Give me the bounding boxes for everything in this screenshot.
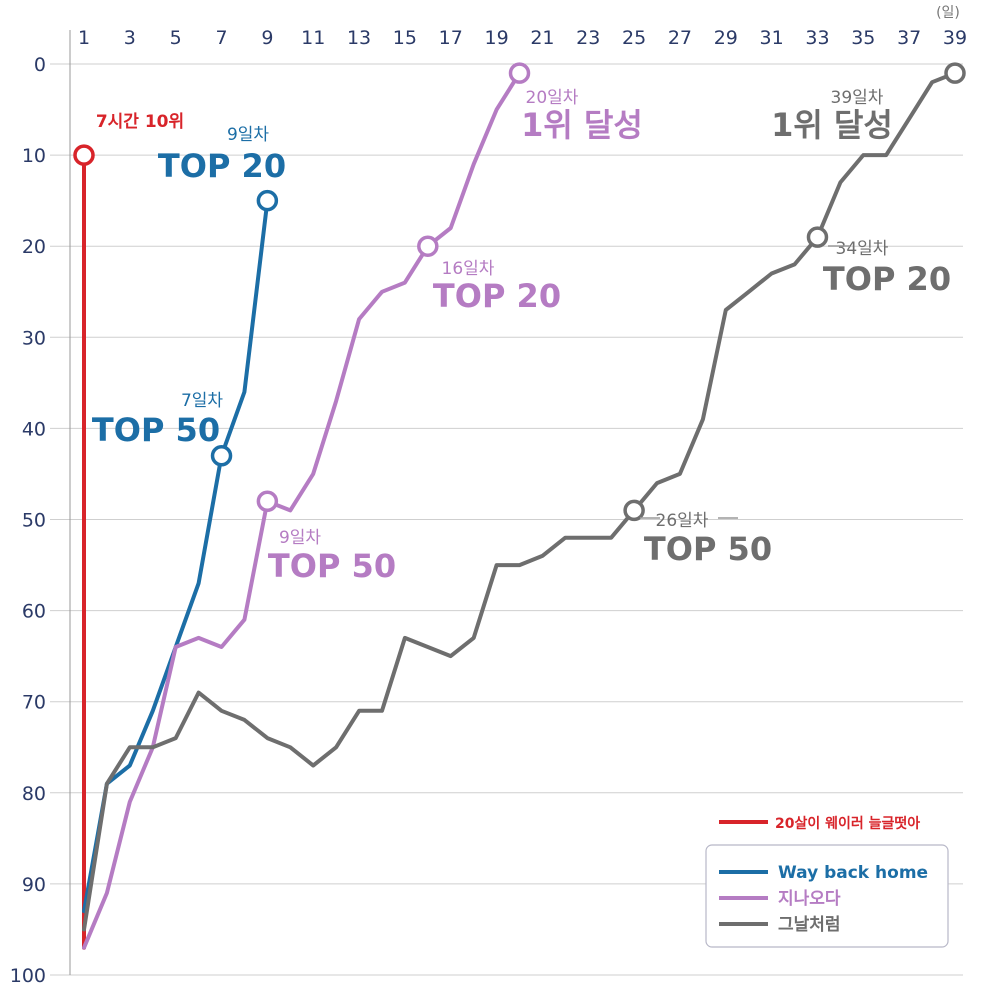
milestone-marker-4 — [417, 235, 439, 257]
annotation-day-top20-day: 34일차 — [836, 239, 889, 259]
annotation-pass-top20-day: 16일차 — [442, 259, 495, 279]
milestone-marker-7 — [806, 226, 829, 248]
x-tick-label-3: 3 — [124, 27, 136, 49]
milestone-marker-3 — [256, 490, 279, 513]
y-tick-label-40: 40 — [22, 418, 46, 440]
series-layer — [82, 71, 957, 950]
series-line-2 — [82, 71, 522, 950]
annotation-day-first-day: 39일차 — [831, 88, 884, 108]
x-tick-label-11: 11 — [301, 27, 325, 49]
x-tick-label-35: 35 — [851, 27, 875, 49]
x-tick-label-13: 13 — [347, 27, 371, 49]
x-tick-label-17: 17 — [439, 27, 463, 49]
annotation-pass-top50-label: TOP 50 — [268, 547, 396, 585]
milestone-marker-8 — [944, 62, 966, 84]
x-tick-label-19: 19 — [484, 27, 508, 49]
x-tick-label-37: 37 — [897, 27, 921, 49]
milestone-marker-2 — [256, 189, 279, 212]
x-tick-label-25: 25 — [622, 27, 646, 49]
series-line-3 — [82, 71, 957, 932]
x-tick-label-39: 39 — [943, 27, 967, 49]
x-tick-label-1: 1 — [78, 27, 90, 49]
y-tick-label-20: 20 — [22, 236, 46, 258]
y-tick-label-30: 30 — [22, 327, 46, 349]
y-tick-label-90: 90 — [22, 874, 46, 896]
y-tick-label-100: 100 — [10, 965, 46, 987]
x-tick-label-15: 15 — [393, 27, 417, 49]
annotation-day-top20-label: TOP 20 — [823, 260, 951, 298]
x-tick-label-27: 27 — [668, 27, 692, 49]
legend-label-top: 20살이 웨이러 늘글떳아 — [775, 815, 920, 832]
legend-label-1: Way back home — [778, 863, 928, 883]
legend-label-3: 그날처럼 — [778, 915, 841, 935]
annotation-wbh-top20-label: TOP 20 — [158, 147, 286, 185]
marker-layer — [73, 62, 966, 522]
y-tick-label-0: 0 — [34, 54, 46, 76]
y-tick-label-10: 10 — [22, 145, 46, 167]
x-tick-label-5: 5 — [170, 27, 182, 49]
annotation-pass-first-day: 20일차 — [526, 88, 579, 108]
y-tick-label-80: 80 — [22, 783, 46, 805]
x-tick-label-21: 21 — [530, 27, 554, 49]
x-tick-label-33: 33 — [805, 27, 829, 49]
annotation-wbh-top50-day: 7일차 — [181, 391, 223, 411]
milestone-marker-5 — [508, 62, 531, 84]
x-tick-label-31: 31 — [760, 27, 784, 49]
annotation-pass-top20-label: TOP 20 — [433, 277, 561, 315]
annotation-day-top50-label: TOP 50 — [644, 530, 772, 568]
annotation-wbh-top20-day: 9일차 — [227, 125, 269, 145]
y-tick-label-50: 50 — [22, 510, 46, 532]
annotation-wbh-top50-label: TOP 50 — [92, 411, 220, 449]
series-line-1 — [82, 198, 270, 914]
milestone-marker-6 — [623, 499, 645, 522]
x-unit-label: (일) — [936, 5, 960, 21]
annotation-day-first-label: 1위 달성 — [771, 106, 893, 144]
y-tick-label-60: 60 — [22, 601, 46, 623]
annotation-pass-first-label: 1위 달성 — [521, 106, 643, 144]
x-tick-label-23: 23 — [576, 27, 600, 49]
milestone-marker-0 — [73, 144, 95, 166]
x-tick-label-7: 7 — [215, 27, 227, 49]
annotation-day-top50-day: 26일차 — [656, 511, 709, 531]
legend-label-2: 지나오다 — [778, 889, 841, 909]
x-tick-label-9: 9 — [261, 27, 273, 49]
annotation-pass-top50-day: 9일차 — [279, 528, 321, 548]
y-tick-label-70: 70 — [22, 692, 46, 714]
milestone-marker-1 — [210, 444, 233, 467]
annotation-red-rank-label: 7시간 10위 — [96, 112, 184, 132]
x-tick-label-29: 29 — [714, 27, 738, 49]
